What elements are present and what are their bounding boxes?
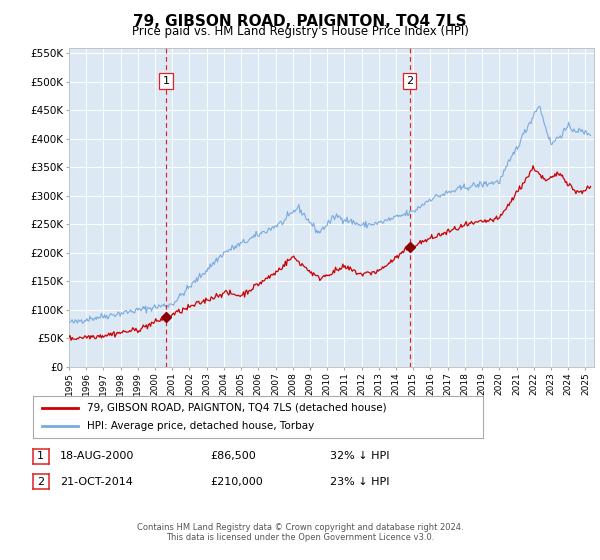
Text: 1: 1 <box>163 76 169 86</box>
Text: £210,000: £210,000 <box>210 477 263 487</box>
Text: 21-OCT-2014: 21-OCT-2014 <box>60 477 133 487</box>
Text: 32% ↓ HPI: 32% ↓ HPI <box>330 451 389 461</box>
Text: £86,500: £86,500 <box>210 451 256 461</box>
Text: 1: 1 <box>37 451 44 461</box>
Text: Contains HM Land Registry data © Crown copyright and database right 2024.: Contains HM Land Registry data © Crown c… <box>137 523 463 532</box>
Text: 79, GIBSON ROAD, PAIGNTON, TQ4 7LS: 79, GIBSON ROAD, PAIGNTON, TQ4 7LS <box>133 14 467 29</box>
Text: 23% ↓ HPI: 23% ↓ HPI <box>330 477 389 487</box>
Text: 18-AUG-2000: 18-AUG-2000 <box>60 451 134 461</box>
Text: Price paid vs. HM Land Registry's House Price Index (HPI): Price paid vs. HM Land Registry's House … <box>131 25 469 38</box>
Text: 2: 2 <box>406 76 413 86</box>
Text: 2: 2 <box>37 477 44 487</box>
Text: HPI: Average price, detached house, Torbay: HPI: Average price, detached house, Torb… <box>87 421 314 431</box>
Text: 79, GIBSON ROAD, PAIGNTON, TQ4 7LS (detached house): 79, GIBSON ROAD, PAIGNTON, TQ4 7LS (deta… <box>87 403 386 413</box>
Text: This data is licensed under the Open Government Licence v3.0.: This data is licensed under the Open Gov… <box>166 533 434 542</box>
